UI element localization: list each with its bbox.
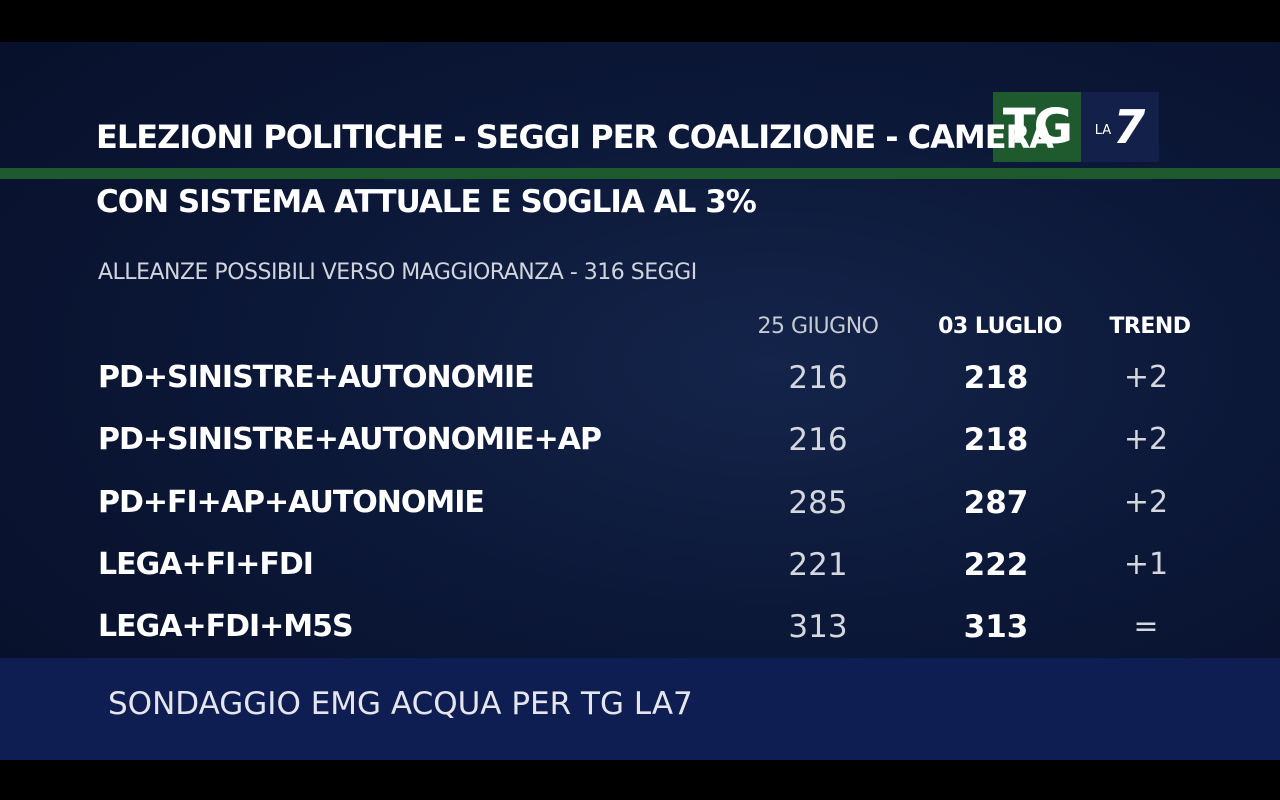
coalition-label: LEGA+FDI+M5S (98, 609, 354, 644)
table-row: LEGA+FDI+M5S 313 313 = (0, 609, 1280, 649)
seats-25-giugno: 285 (788, 485, 848, 521)
accent-line (0, 168, 1280, 179)
seats-03-luglio: 218 (963, 360, 1029, 396)
coalition-label: PD+FI+AP+AUTONOMIE (98, 485, 485, 520)
seats-trend: +1 (1123, 547, 1169, 582)
page-title: ELEZIONI POLITICHE - SEGGI PER COALIZION… (96, 118, 1054, 156)
column-header-25-giugno: 25 GIUGNO (757, 314, 879, 339)
seats-25-giugno: 221 (788, 547, 848, 583)
seats-25-giugno: 216 (788, 422, 848, 458)
table-row: PD+SINISTRE+AUTONOMIE 216 218 +2 (0, 360, 1280, 400)
table-row: LEGA+FI+FDI 221 222 +1 (0, 547, 1280, 587)
seats-25-giugno: 216 (788, 360, 848, 396)
broadcast-frame: TG LA 7 ELEZIONI POLITICHE - SEGGI PER C… (0, 42, 1280, 760)
tg-la7-logo: TG LA 7 (993, 92, 1159, 162)
seats-trend: +2 (1123, 360, 1169, 395)
caption: ALLEANZE POSSIBILI VERSO MAGGIORANZA - 3… (98, 260, 697, 285)
seats-25-giugno: 313 (788, 609, 848, 645)
table-row: PD+FI+AP+AUTONOMIE 285 287 +2 (0, 485, 1280, 525)
seats-03-luglio: 218 (963, 422, 1029, 458)
coalition-label: PD+SINISTRE+AUTONOMIE (98, 360, 535, 395)
column-header-03-luglio: 03 LUGLIO (938, 314, 1062, 339)
logo-tg: TG (993, 92, 1081, 162)
footer-band: SONDAGGIO EMG ACQUA PER TG LA7 (0, 658, 1280, 760)
seats-03-luglio: 222 (963, 547, 1029, 583)
logo-la7: LA 7 (1081, 92, 1159, 162)
seats-trend: +2 (1123, 485, 1169, 520)
coalition-label: PD+SINISTRE+AUTONOMIE+AP (98, 422, 602, 457)
coalition-label: LEGA+FI+FDI (98, 547, 314, 582)
column-header-trend: TREND (1109, 314, 1191, 339)
logo-la: LA (1094, 122, 1112, 138)
seats-03-luglio: 287 (963, 485, 1029, 521)
table-row: PD+SINISTRE+AUTONOMIE+AP 216 218 +2 (0, 422, 1280, 462)
source-note: SONDAGGIO EMG ACQUA PER TG LA7 (108, 686, 693, 722)
page-subtitle: CON SISTEMA ATTUALE E SOGLIA AL 3% (96, 184, 757, 220)
seats-trend: +2 (1123, 422, 1169, 457)
logo-seven: 7 (1113, 100, 1146, 154)
seats-trend: = (1133, 609, 1159, 644)
seats-03-luglio: 313 (963, 609, 1029, 645)
